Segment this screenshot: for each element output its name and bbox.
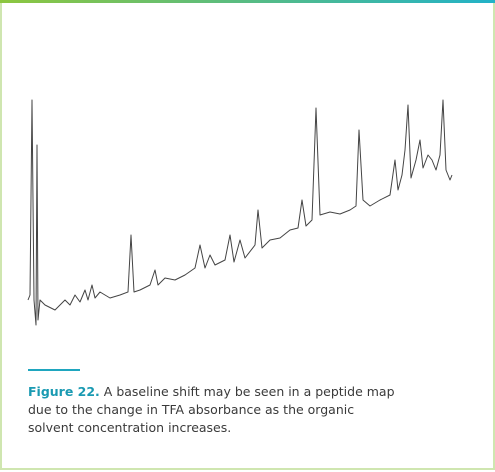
caption-line: solvent concentration increases. [28,420,232,435]
top-bar [0,0,495,3]
caption: Figure 22. A baseline shift may be seen … [28,383,468,437]
caption-rule [28,369,80,371]
caption-text: A baseline shift may be seen in a peptid… [103,384,395,399]
caption-line: Figure 22. A baseline shift may be seen … [28,383,468,401]
chromatogram-trace [27,99,453,326]
caption-line: due to the change in TFA absorbance as t… [28,402,355,417]
figure-label: Figure 22. [28,384,100,399]
chromatogram [27,99,453,326]
